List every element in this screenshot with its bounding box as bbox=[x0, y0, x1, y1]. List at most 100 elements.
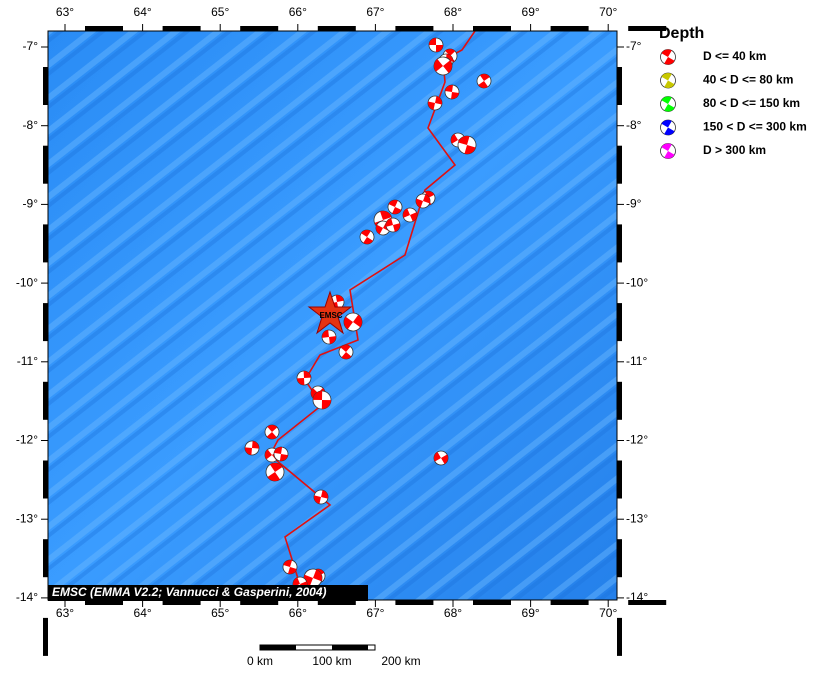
ball-quadrant bbox=[664, 57, 675, 65]
lat-label: -11° bbox=[17, 354, 38, 368]
frame-segment bbox=[550, 600, 589, 605]
legend-title: Depth bbox=[659, 25, 704, 42]
ball-quadrant bbox=[416, 198, 423, 208]
ball-quadrant bbox=[322, 330, 329, 338]
ball-quadrant bbox=[434, 59, 443, 72]
lon-label: 64° bbox=[134, 606, 152, 620]
ball-quadrant bbox=[479, 74, 490, 81]
frame-segment bbox=[617, 381, 622, 420]
ball-quadrant bbox=[380, 211, 392, 220]
scale-bar-segment bbox=[260, 645, 296, 650]
lat-label: -10° bbox=[16, 275, 38, 289]
legend-label: D > 300 km bbox=[703, 143, 766, 157]
lat-label: -10° bbox=[626, 275, 648, 289]
scale-label: 0 km bbox=[247, 654, 273, 668]
frame-ticks bbox=[41, 24, 667, 656]
legend-label: 80 < D <= 150 km bbox=[703, 96, 800, 110]
ball-quadrant bbox=[363, 237, 373, 244]
frame-segment bbox=[473, 26, 511, 31]
frame-segment bbox=[162, 26, 201, 31]
frame-segment bbox=[617, 460, 622, 499]
lon-label: 65° bbox=[211, 5, 229, 19]
frame-segment bbox=[43, 617, 48, 656]
focal-mechanism bbox=[415, 193, 431, 209]
frame-segment bbox=[617, 224, 622, 263]
focal-mechanism bbox=[433, 56, 453, 76]
focal-mechanism bbox=[282, 559, 298, 575]
lon-label: 69° bbox=[522, 606, 540, 620]
frame-segment bbox=[473, 600, 511, 605]
ball-quadrant bbox=[313, 569, 322, 582]
frame-segment bbox=[395, 26, 434, 31]
ball-quadrant bbox=[274, 447, 283, 454]
focal-mechanism bbox=[476, 73, 492, 89]
ball-quadrant bbox=[265, 449, 272, 460]
lat-label: -14° bbox=[626, 590, 648, 604]
lat-label: -14° bbox=[16, 590, 38, 604]
frame-segment bbox=[240, 26, 279, 31]
ball-quadrant bbox=[445, 49, 456, 56]
ball-quadrant bbox=[267, 425, 278, 432]
plate-boundary bbox=[268, 31, 476, 600]
scale-label: 100 km bbox=[312, 654, 351, 668]
ball-quadrant bbox=[252, 441, 259, 449]
frame-segment bbox=[43, 145, 48, 184]
frame-segment bbox=[85, 26, 123, 31]
lat-label: -12° bbox=[16, 433, 38, 447]
lat-label: -8° bbox=[626, 118, 642, 132]
frame-segment bbox=[617, 145, 622, 184]
lat-label: -13° bbox=[626, 511, 648, 525]
focal-mechanism bbox=[296, 370, 312, 386]
lat-label: -8° bbox=[23, 118, 39, 132]
ball-quadrant bbox=[441, 454, 448, 465]
lat-label: -9° bbox=[626, 197, 642, 211]
focal-mechanism bbox=[444, 84, 460, 100]
lon-label: 67° bbox=[366, 606, 384, 620]
lat-label: -7° bbox=[23, 39, 39, 53]
ball-quadrant bbox=[303, 371, 311, 378]
lon-label: 66° bbox=[289, 5, 307, 19]
ball-quadrant bbox=[340, 345, 351, 352]
ball-quadrant bbox=[434, 451, 441, 462]
frame-segment bbox=[43, 67, 48, 105]
focal-mechanism bbox=[660, 119, 676, 136]
frame-segment bbox=[617, 67, 622, 105]
frame-segment bbox=[628, 26, 667, 31]
ball-quadrant bbox=[423, 194, 430, 204]
legend-label: D <= 40 km bbox=[703, 49, 766, 63]
ball-quadrant bbox=[410, 212, 417, 222]
focal-mechanism bbox=[433, 450, 449, 466]
focal-mechanism bbox=[244, 440, 260, 456]
epicenter-star bbox=[307, 290, 353, 335]
ball-quadrant bbox=[266, 432, 277, 439]
lon-label: 68° bbox=[444, 5, 462, 19]
ball-quadrant bbox=[661, 120, 672, 128]
ball-quadrant bbox=[329, 336, 336, 344]
ball-quadrant bbox=[664, 151, 675, 159]
focal-mechanism bbox=[387, 199, 403, 215]
ball-quadrant bbox=[376, 224, 383, 235]
ball-quadrant bbox=[392, 207, 402, 214]
lat-label: -11° bbox=[626, 354, 647, 368]
ball-quadrant bbox=[429, 38, 436, 45]
focal-mechanism bbox=[428, 37, 444, 53]
scale-bar-segment bbox=[332, 645, 368, 650]
ball-quadrant bbox=[293, 577, 300, 587]
focal-mechanism bbox=[660, 72, 676, 89]
frame-segment bbox=[43, 539, 48, 578]
ball-quadrant bbox=[287, 567, 297, 574]
lat-label: -13° bbox=[16, 511, 38, 525]
focal-mechanism bbox=[303, 568, 323, 588]
ball-quadrant bbox=[335, 295, 344, 302]
focal-mechanism bbox=[264, 424, 280, 440]
ball-quadrant bbox=[267, 472, 281, 481]
frame-segment bbox=[43, 460, 48, 499]
ball-quadrant bbox=[279, 454, 288, 461]
ball-quadrant bbox=[321, 490, 328, 499]
lon-label: 63° bbox=[56, 5, 74, 19]
focal-mechanism bbox=[660, 143, 676, 159]
focal-mechanism bbox=[359, 229, 375, 245]
frame-segment bbox=[617, 539, 622, 578]
ball-quadrant bbox=[445, 85, 453, 92]
ball-quadrant bbox=[443, 60, 452, 73]
